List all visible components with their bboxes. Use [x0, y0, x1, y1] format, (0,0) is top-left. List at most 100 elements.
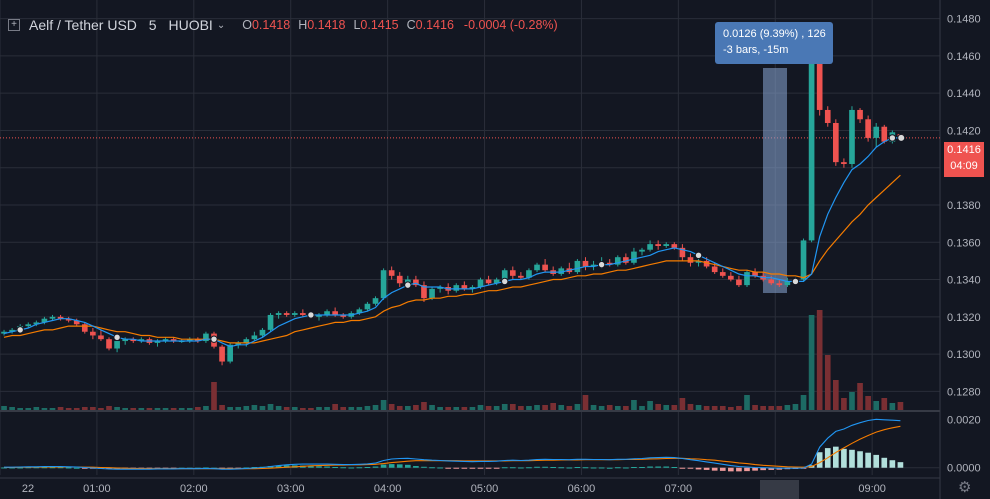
ma-marker	[404, 281, 412, 289]
macd-histogram-bar	[461, 467, 468, 469]
volume-bar	[728, 407, 734, 410]
volume-bar	[348, 407, 355, 410]
candle-body	[106, 339, 112, 349]
candle-body	[639, 249, 645, 252]
gear-icon[interactable]: ⚙	[958, 479, 972, 496]
candle-body	[647, 244, 653, 250]
volume-bar	[873, 401, 880, 410]
volume-bar	[679, 398, 686, 410]
volume-bars	[0, 137, 940, 410]
volume-bar	[437, 407, 443, 410]
macd-histogram-bar	[65, 467, 72, 469]
candle-body	[114, 341, 120, 349]
candle-body	[695, 260, 702, 263]
volume-bar	[203, 406, 209, 410]
volume-bar	[243, 406, 250, 410]
macd-histogram-bar	[380, 464, 387, 468]
price-tick-label: 0.1280	[947, 386, 981, 398]
macd-histogram-bar	[501, 467, 508, 469]
candle-body	[671, 244, 678, 248]
macd-histogram-bar	[332, 467, 338, 469]
chevron-down-icon[interactable]: ⌄	[216, 19, 226, 31]
candle-body	[703, 260, 710, 267]
macd-histogram-bar	[558, 467, 565, 469]
volume-bar	[275, 406, 282, 410]
symbol-title[interactable]: Aelf / Tether USD 5 HUOBI	[29, 17, 213, 33]
macd-histogram-bar	[49, 467, 56, 469]
time-tick-label: 05:00	[471, 483, 499, 495]
candle-body	[542, 264, 548, 271]
volume-bar	[324, 407, 330, 410]
volume-bar	[25, 408, 32, 410]
macd-histogram-bar	[752, 467, 758, 471]
macd-histogram-bar	[889, 460, 896, 468]
volume-bar	[744, 395, 750, 410]
volume-bar	[9, 407, 15, 410]
plus-square-icon[interactable]: +	[8, 19, 20, 31]
candle-body	[582, 260, 589, 267]
volume-bar	[768, 406, 775, 410]
candle-body	[396, 275, 403, 284]
candle-body	[65, 318, 72, 321]
volume-bar	[703, 406, 710, 410]
volume-bar	[526, 406, 532, 410]
candle-body	[679, 247, 686, 258]
candle-body	[824, 109, 831, 123]
candle-body	[332, 311, 338, 315]
macd-histogram-bar	[566, 467, 573, 469]
volume-bar	[832, 380, 839, 410]
price-tick-label: 0.1460	[947, 51, 981, 63]
candle-body	[388, 270, 395, 276]
macd-histogram-bar	[404, 464, 411, 468]
volume-bar	[162, 408, 169, 410]
volume-bar	[509, 404, 516, 410]
volume-bar	[808, 315, 815, 410]
volume-bar	[114, 407, 120, 410]
price-axis[interactable]: 0.14800.14600.14400.14200.14000.13800.13…	[947, 14, 981, 475]
ma-marker	[791, 277, 800, 286]
candle-body	[437, 287, 443, 289]
macd-histogram-bar	[841, 448, 847, 468]
macd-tick-label: 0.0020	[947, 414, 981, 426]
open-value: 0.1418	[251, 18, 291, 32]
volume-bar	[396, 406, 403, 410]
volume-bar	[138, 408, 145, 410]
macd-histogram-bar	[477, 467, 484, 469]
candle-body	[744, 272, 750, 286]
ma-marker	[16, 326, 24, 334]
candle-body	[267, 314, 274, 330]
volume-bar	[614, 406, 621, 410]
candle-body	[122, 339, 128, 342]
macd-histogram-bar	[542, 466, 548, 468]
macd-histogram-bar	[356, 467, 363, 469]
volume-bar	[711, 406, 718, 410]
candle-body	[558, 268, 565, 274]
volume-bar	[17, 408, 24, 410]
candle-body	[784, 281, 791, 286]
exchange: HUOBI	[168, 17, 213, 33]
volume-bar	[558, 405, 565, 410]
volume-bar	[267, 404, 274, 410]
volume-bar	[606, 405, 613, 410]
volume-bar	[122, 408, 128, 410]
macd-histogram-bar	[881, 457, 888, 468]
macd-histogram-bar	[663, 466, 670, 468]
volume-bar	[865, 396, 871, 410]
time-tick-label: 09:00	[858, 483, 886, 495]
volume-bar	[792, 404, 799, 410]
macd-histogram-bar	[421, 466, 427, 468]
macd-histogram-bar	[744, 467, 750, 472]
time-axis[interactable]: 2201:0002:0003:0004:0005:0006:0007:0008:…	[22, 483, 886, 495]
macd-histogram-bar	[606, 467, 613, 469]
volume-bar	[340, 407, 347, 410]
macd-histogram-bar	[873, 454, 880, 468]
candle-body	[719, 272, 726, 276]
candle-body	[33, 322, 40, 325]
macd-histogram-bar	[81, 467, 88, 469]
macd-histogram-bar	[655, 466, 661, 468]
last-price-badge: 0.1416 04:09	[944, 142, 984, 177]
candle-body	[832, 123, 839, 163]
candle-body	[283, 313, 290, 315]
macd-histogram-bar	[590, 467, 597, 469]
